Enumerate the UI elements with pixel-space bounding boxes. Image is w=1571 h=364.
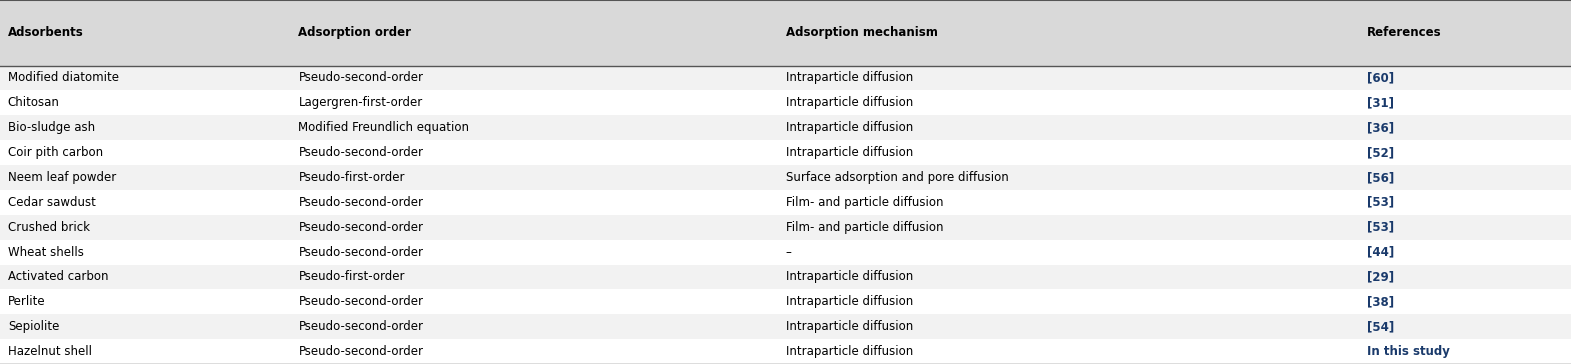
Text: Pseudo-second-order: Pseudo-second-order: [298, 196, 424, 209]
Bar: [0, 314, 1571, 339]
Text: Intraparticle diffusion: Intraparticle diffusion: [786, 146, 913, 159]
Text: Adsorption order: Adsorption order: [298, 26, 412, 39]
Text: Intraparticle diffusion: Intraparticle diffusion: [786, 121, 913, 134]
Text: Pseudo-first-order: Pseudo-first-order: [298, 171, 405, 184]
Bar: [0, 265, 1571, 289]
Text: Wheat shells: Wheat shells: [8, 246, 83, 258]
Text: Modified diatomite: Modified diatomite: [8, 71, 119, 84]
Text: Coir pith carbon: Coir pith carbon: [8, 146, 104, 159]
Text: [60]: [60]: [1367, 71, 1393, 84]
Text: Pseudo-second-order: Pseudo-second-order: [298, 146, 424, 159]
Text: Bio-sludge ash: Bio-sludge ash: [8, 121, 94, 134]
Text: [52]: [52]: [1367, 146, 1393, 159]
Text: [53]: [53]: [1367, 196, 1393, 209]
Text: Intraparticle diffusion: Intraparticle diffusion: [786, 96, 913, 109]
Text: Film- and particle diffusion: Film- and particle diffusion: [786, 196, 943, 209]
Text: Pseudo-second-order: Pseudo-second-order: [298, 320, 424, 333]
Bar: [0, 240, 1571, 265]
Bar: [0, 190, 1571, 215]
Text: Sepiolite: Sepiolite: [8, 320, 60, 333]
Bar: [0, 0, 1571, 66]
Text: [31]: [31]: [1367, 96, 1393, 109]
Bar: [0, 215, 1571, 240]
Text: –: –: [786, 246, 792, 258]
Text: [38]: [38]: [1367, 295, 1393, 308]
Text: Activated carbon: Activated carbon: [8, 270, 108, 284]
Text: [56]: [56]: [1367, 171, 1393, 184]
Text: References: References: [1367, 26, 1442, 39]
Text: [29]: [29]: [1367, 270, 1393, 284]
Text: Pseudo-second-order: Pseudo-second-order: [298, 295, 424, 308]
Bar: [0, 90, 1571, 115]
Text: Intraparticle diffusion: Intraparticle diffusion: [786, 320, 913, 333]
Bar: [0, 339, 1571, 364]
Text: Film- and particle diffusion: Film- and particle diffusion: [786, 221, 943, 234]
Text: [44]: [44]: [1367, 246, 1393, 258]
Text: Lagergren-first-order: Lagergren-first-order: [298, 96, 423, 109]
Text: [54]: [54]: [1367, 320, 1393, 333]
Text: Intraparticle diffusion: Intraparticle diffusion: [786, 345, 913, 358]
Text: Pseudo-second-order: Pseudo-second-order: [298, 246, 424, 258]
Text: Surface adsorption and pore diffusion: Surface adsorption and pore diffusion: [786, 171, 1009, 184]
Text: Chitosan: Chitosan: [8, 96, 60, 109]
Text: Intraparticle diffusion: Intraparticle diffusion: [786, 270, 913, 284]
Bar: [0, 165, 1571, 190]
Text: Perlite: Perlite: [8, 295, 46, 308]
Text: [53]: [53]: [1367, 221, 1393, 234]
Text: Intraparticle diffusion: Intraparticle diffusion: [786, 71, 913, 84]
Text: Crushed brick: Crushed brick: [8, 221, 90, 234]
Text: Neem leaf powder: Neem leaf powder: [8, 171, 116, 184]
Text: Adsorption mechanism: Adsorption mechanism: [786, 26, 938, 39]
Bar: [0, 115, 1571, 140]
Bar: [0, 140, 1571, 165]
Text: Intraparticle diffusion: Intraparticle diffusion: [786, 295, 913, 308]
Text: Hazelnut shell: Hazelnut shell: [8, 345, 91, 358]
Text: Modified Freundlich equation: Modified Freundlich equation: [298, 121, 470, 134]
Text: Adsorbents: Adsorbents: [8, 26, 83, 39]
Text: Pseudo-second-order: Pseudo-second-order: [298, 345, 424, 358]
Bar: [0, 289, 1571, 314]
Text: Pseudo-second-order: Pseudo-second-order: [298, 71, 424, 84]
Text: Cedar sawdust: Cedar sawdust: [8, 196, 96, 209]
Text: Pseudo-first-order: Pseudo-first-order: [298, 270, 405, 284]
Text: [36]: [36]: [1367, 121, 1393, 134]
Bar: [0, 66, 1571, 90]
Text: In this study: In this study: [1367, 345, 1450, 358]
Text: Pseudo-second-order: Pseudo-second-order: [298, 221, 424, 234]
